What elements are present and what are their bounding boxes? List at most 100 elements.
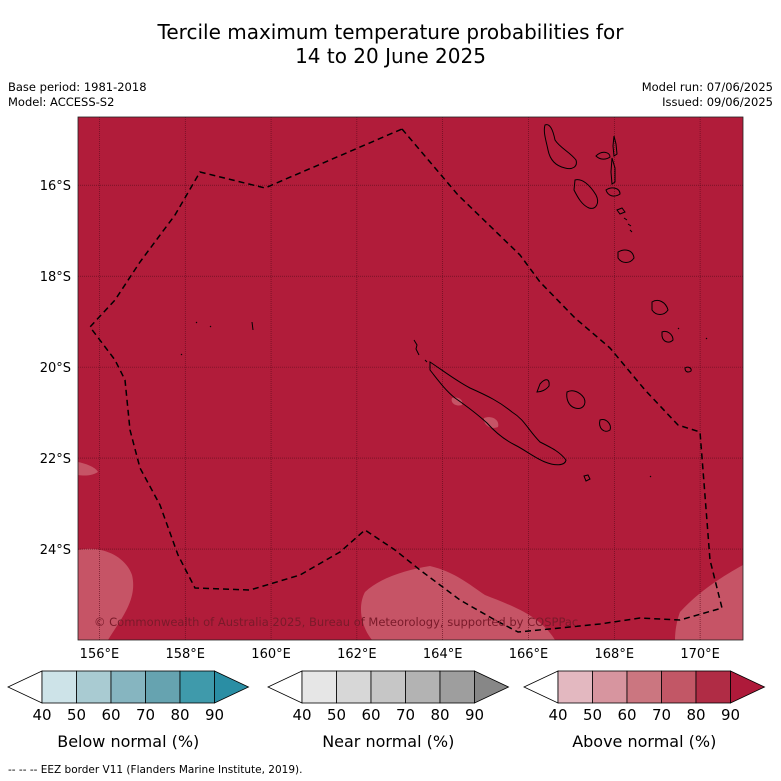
meta-left: Base period: 1981-2018 Model: ACCESS-S2 [8, 80, 147, 110]
colorbar-tick: 60 [617, 706, 636, 724]
colorbar-0: 40 50 60 70 80 90 Below normal (%) [7, 670, 250, 751]
longitude-labels: 156°E 158°E 160°E 162°E 164°E 166°E 168°E 170°E [80, 647, 720, 662]
colorbar-segment [661, 670, 697, 704]
ambae-island [595, 151, 611, 160]
colorbar-tick: 50 [583, 706, 602, 724]
colorbar-extend-high [730, 670, 766, 704]
mare-island [599, 419, 611, 432]
graticule [78, 117, 743, 640]
title-line-1: Tercile maximum temperature probabilitie… [157, 20, 624, 44]
longitude-label: 164°E [423, 647, 463, 662]
colorbar-legend: 40 50 60 70 80 90 Below normal (%) 40 50 60 70 80 90… [7, 670, 766, 751]
colorbar-tick: 70 [652, 706, 671, 724]
colorbar-2: 40 50 60 70 80 90 Above normal (%) [523, 670, 766, 751]
longitude-label: 162°E [337, 647, 377, 662]
ambrym-island [605, 187, 621, 197]
colorbar-tick: 90 [205, 706, 224, 724]
efate-island [617, 249, 635, 263]
ouvea-island [536, 379, 550, 393]
colorbar-segment [179, 670, 215, 704]
shepherd-islands [623, 217, 633, 233]
colorbar-tick: 40 [32, 706, 51, 724]
colorbar-tick: 80 [686, 706, 705, 724]
eez-border [89, 128, 723, 633]
colorbar-tick: 70 [396, 706, 415, 724]
lighter-patch-south-centre [360, 566, 555, 640]
longitude-label: 168°E [595, 647, 635, 662]
map-plot-area: © Commonwealth of Australia 2025, Bureau… [78, 117, 743, 640]
meta-right: Model run: 07/06/2025 Issued: 09/06/2025 [642, 80, 773, 110]
latitude-labels: 16°S 18°S 20°S 22°S 24°S [40, 179, 71, 558]
colorbar-extend-low [523, 670, 559, 704]
colorbar-segment [439, 670, 475, 704]
colorbar-segment [336, 670, 372, 704]
colorbar-segment [370, 670, 406, 704]
colorbar-extend-high [474, 670, 510, 704]
colorbar-extend-low [7, 670, 43, 704]
pentecost-island [610, 157, 616, 185]
colorbar-segment [557, 670, 593, 704]
latitude-label: 20°S [40, 361, 71, 376]
colorbar-tick: 50 [327, 706, 346, 724]
lifou-island [566, 390, 586, 409]
map-title: Tercile maximum temperature probabilitie… [0, 20, 781, 68]
tanna-island [661, 331, 674, 343]
colorbar-tick: 60 [361, 706, 380, 724]
colorbar-tick: 70 [136, 706, 155, 724]
aneityum-island [684, 366, 692, 373]
isle-of-pines [583, 474, 591, 482]
longitude-label: 170°E [680, 647, 720, 662]
lighter-patch-southwest [78, 548, 134, 640]
issued-text: Issued: 09/06/2025 [662, 95, 773, 109]
title-line-2: 14 to 20 June 2025 [295, 44, 486, 68]
colorbar-segment [405, 670, 441, 704]
model-run-text: Model run: 07/06/2025 [641, 80, 773, 94]
colorbar-label: Below normal (%) [57, 732, 199, 751]
colorbar-segment [592, 670, 628, 704]
colorbar-tick: 60 [101, 706, 120, 724]
colorbar-extend-low [267, 670, 303, 704]
malekula-island [573, 179, 599, 209]
maewo-island [612, 135, 618, 157]
lighter-patch-southeast [675, 565, 743, 640]
colorbar-label: Near normal (%) [322, 732, 454, 751]
colorbar-extend-high [214, 670, 250, 704]
eez-footer-note: -- -- -- EEZ border V11 (Flanders Marine… [8, 764, 303, 776]
longitude-label: 156°E [80, 647, 120, 662]
espiritu-santo-island [543, 124, 577, 170]
colorbar-tick: 50 [67, 706, 86, 724]
probability-field [78, 117, 743, 640]
colorbar-tick: 90 [465, 706, 484, 724]
colorbar-segment [41, 670, 77, 704]
longitude-label: 166°E [509, 647, 549, 662]
copyright-text: © Commonwealth of Australia 2025, Bureau… [94, 615, 578, 629]
latitude-label: 24°S [40, 543, 71, 558]
colorbar-tick: 90 [721, 706, 740, 724]
colorbar-segment [695, 670, 731, 704]
colorbar-segment [626, 670, 662, 704]
latitude-label: 18°S [40, 270, 71, 285]
colorbar-segment [76, 670, 112, 704]
colorbar-tick: 80 [170, 706, 189, 724]
latitude-label: 22°S [40, 452, 71, 467]
map-frame [77, 116, 744, 641]
lighter-patch-new-caledonia-2 [483, 417, 499, 428]
epi-island [616, 207, 626, 215]
colorbar-tick: 40 [292, 706, 311, 724]
latitude-label: 16°S [40, 179, 71, 194]
model-text: Model: ACCESS-S2 [8, 95, 115, 109]
colorbar-segment [110, 670, 146, 704]
longitude-label: 158°E [165, 647, 205, 662]
longitude-label: 160°E [251, 647, 291, 662]
new-caledonia-coast [429, 361, 567, 466]
lighter-patch-new-caledonia-1 [451, 397, 463, 406]
small-islands-west [180, 321, 708, 478]
colorbar-tick: 80 [430, 706, 449, 724]
colorbar-1: 40 50 60 70 80 90 Near normal (%) [267, 670, 510, 751]
colorbar-segment [145, 670, 181, 704]
colorbar-segment [301, 670, 337, 704]
colorbar-tick: 40 [548, 706, 567, 724]
belep-islands [413, 339, 428, 363]
base-period-text: Base period: 1981-2018 [8, 80, 147, 94]
